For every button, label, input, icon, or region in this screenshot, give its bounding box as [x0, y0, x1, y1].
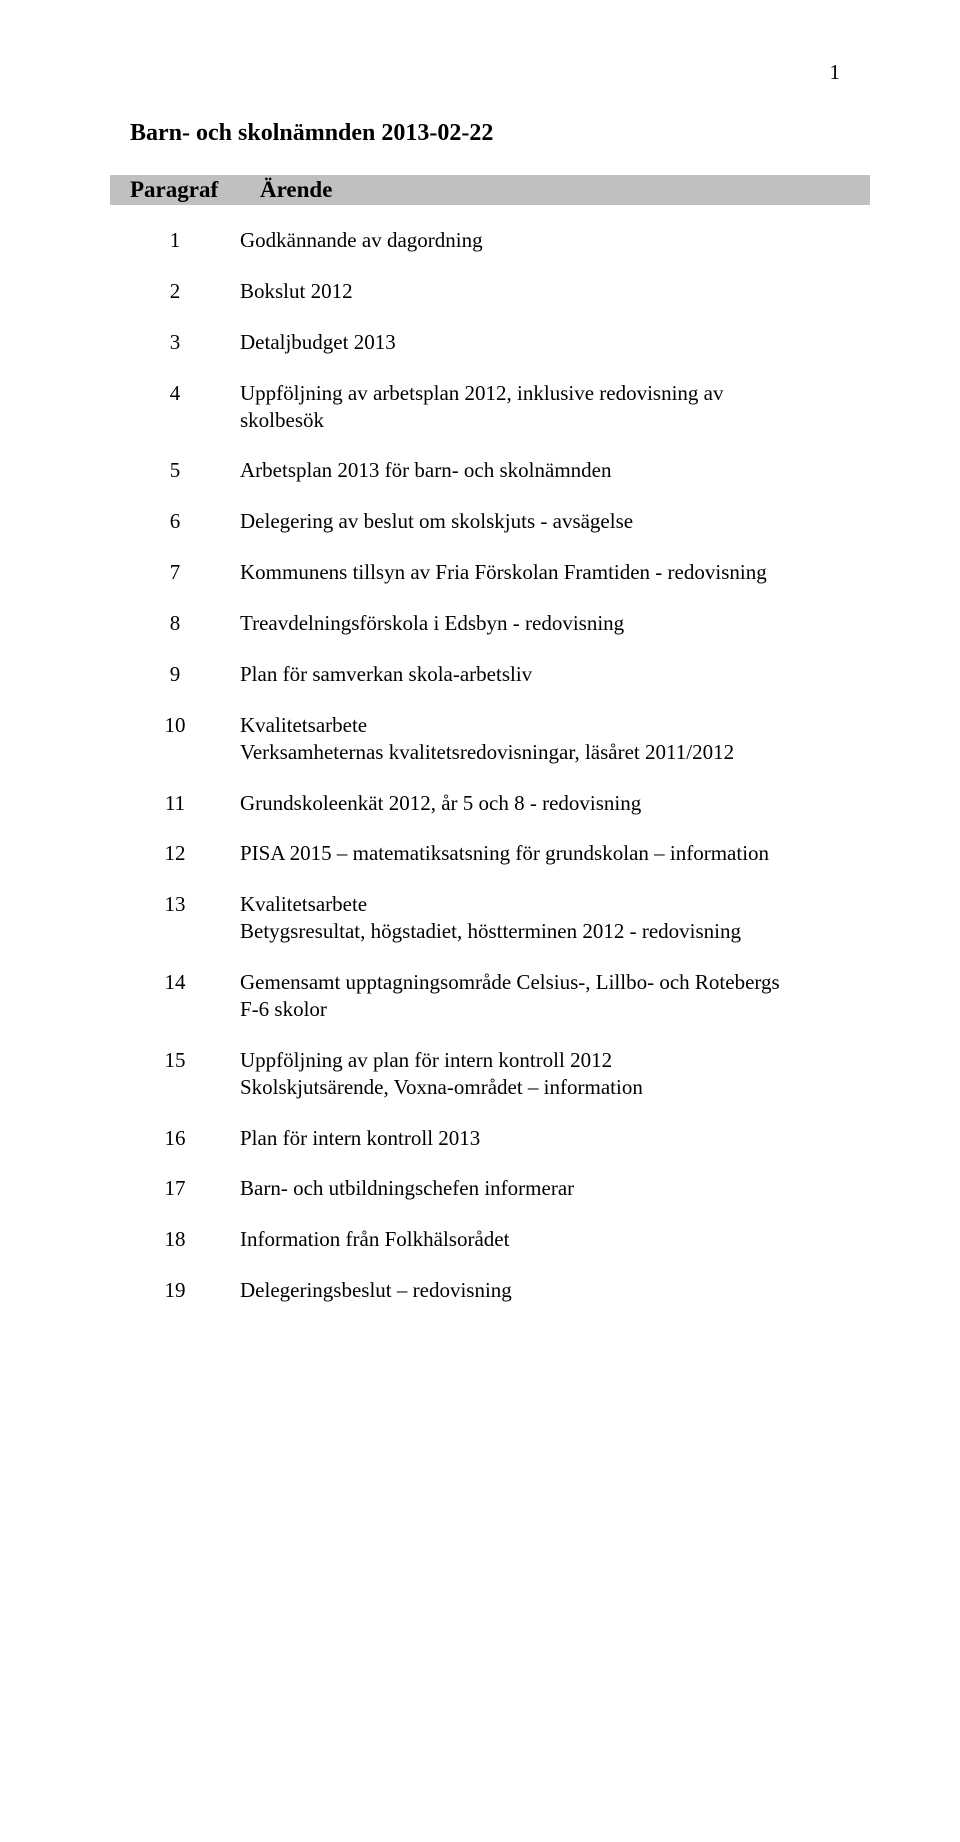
item-text: PISA 2015 – matematiksatsning för grunds…	[240, 840, 860, 867]
item-number: 13	[130, 891, 240, 945]
list-item: 1Godkännande av dagordning	[130, 227, 860, 254]
list-item: 2Bokslut 2012	[130, 278, 860, 305]
item-text: Detaljbudget 2013	[240, 329, 860, 356]
list-item: 8Treavdelningsförskola i Edsbyn - redovi…	[130, 610, 860, 637]
item-text-line: Betygsresultat, högstadiet, höstterminen…	[240, 918, 860, 945]
item-text: Gemensamt upptagningsområde Celsius-, Li…	[240, 969, 860, 1023]
list-item: 3Detaljbudget 2013	[130, 329, 860, 356]
item-text-line: F-6 skolor	[240, 996, 860, 1023]
item-number: 5	[130, 457, 240, 484]
list-item: 17Barn- och utbildningschefen informerar	[130, 1175, 860, 1202]
list-item: 12PISA 2015 – matematiksatsning för grun…	[130, 840, 860, 867]
item-number: 8	[130, 610, 240, 637]
item-text-line: Skolskjutsärende, Voxna-området – inform…	[240, 1074, 860, 1101]
item-number: 7	[130, 559, 240, 586]
item-text-line: Treavdelningsförskola i Edsbyn - redovis…	[240, 610, 860, 637]
item-text: KvalitetsarbeteVerksamheternas kvalitets…	[240, 712, 860, 766]
header-arende: Ärende	[260, 177, 870, 203]
item-text: Godkännande av dagordning	[240, 227, 860, 254]
item-number: 17	[130, 1175, 240, 1202]
item-text-line: Kvalitetsarbete	[240, 891, 860, 918]
item-number: 12	[130, 840, 240, 867]
document-page: 1 Barn- och skolnämnden 2013-02-22 Parag…	[0, 0, 960, 1842]
item-number: 4	[130, 380, 240, 434]
item-text-line: Arbetsplan 2013 för barn- och skolnämnde…	[240, 457, 860, 484]
item-text-line: Information från Folkhälsorådet	[240, 1226, 860, 1253]
item-text: KvalitetsarbeteBetygsresultat, högstadie…	[240, 891, 860, 945]
item-text-line: Delegeringsbeslut – redovisning	[240, 1277, 860, 1304]
item-text-line: skolbesök	[240, 407, 860, 434]
item-text-line: Bokslut 2012	[240, 278, 860, 305]
item-number: 6	[130, 508, 240, 535]
item-number: 16	[130, 1125, 240, 1152]
item-number: 9	[130, 661, 240, 688]
item-text-line: Kommunens tillsyn av Fria Förskolan Fram…	[240, 559, 860, 586]
item-number: 10	[130, 712, 240, 766]
item-text: Barn- och utbildningschefen informerar	[240, 1175, 860, 1202]
item-number: 15	[130, 1047, 240, 1101]
item-text-line: Uppföljning av arbetsplan 2012, inklusiv…	[240, 380, 860, 407]
document-title: Barn- och skolnämnden 2013-02-22	[130, 120, 860, 147]
item-text: Grundskoleenkät 2012, år 5 och 8 - redov…	[240, 790, 860, 817]
header-paragraf: Paragraf	[130, 177, 260, 203]
item-text-line: Grundskoleenkät 2012, år 5 och 8 - redov…	[240, 790, 860, 817]
item-number: 3	[130, 329, 240, 356]
item-text-line: Verksamheternas kvalitetsredovisningar, …	[240, 739, 860, 766]
item-text: Uppföljning av plan för intern kontroll …	[240, 1047, 860, 1101]
list-item: 5Arbetsplan 2013 för barn- och skolnämnd…	[130, 457, 860, 484]
item-number: 11	[130, 790, 240, 817]
list-item: 18Information från Folkhälsorådet	[130, 1226, 860, 1253]
item-number: 14	[130, 969, 240, 1023]
page-number: 1	[830, 60, 841, 85]
item-text-line: Uppföljning av plan för intern kontroll …	[240, 1047, 860, 1074]
list-item: 10KvalitetsarbeteVerksamheternas kvalite…	[130, 712, 860, 766]
list-item: 19Delegeringsbeslut – redovisning	[130, 1277, 860, 1304]
item-text-line: Detaljbudget 2013	[240, 329, 860, 356]
list-item: 16Plan för intern kontroll 2013	[130, 1125, 860, 1152]
item-text: Delegeringsbeslut – redovisning	[240, 1277, 860, 1304]
item-text: Kommunens tillsyn av Fria Förskolan Fram…	[240, 559, 860, 586]
item-text: Treavdelningsförskola i Edsbyn - redovis…	[240, 610, 860, 637]
item-text: Plan för intern kontroll 2013	[240, 1125, 860, 1152]
item-text: Arbetsplan 2013 för barn- och skolnämnde…	[240, 457, 860, 484]
list-item: 14Gemensamt upptagningsområde Celsius-, …	[130, 969, 860, 1023]
item-text: Delegering av beslut om skolskjuts - avs…	[240, 508, 860, 535]
item-number: 19	[130, 1277, 240, 1304]
list-item: 13KvalitetsarbeteBetygsresultat, högstad…	[130, 891, 860, 945]
item-text-line: Barn- och utbildningschefen informerar	[240, 1175, 860, 1202]
item-number: 18	[130, 1226, 240, 1253]
list-item: 15Uppföljning av plan för intern kontrol…	[130, 1047, 860, 1101]
table-header-row: Paragraf Ärende	[110, 175, 870, 205]
list-item: 11Grundskoleenkät 2012, år 5 och 8 - red…	[130, 790, 860, 817]
list-item: 4Uppföljning av arbetsplan 2012, inklusi…	[130, 380, 860, 434]
item-text-line: Delegering av beslut om skolskjuts - avs…	[240, 508, 860, 535]
item-text: Uppföljning av arbetsplan 2012, inklusiv…	[240, 380, 860, 434]
item-text-line: Plan för samverkan skola-arbetsliv	[240, 661, 860, 688]
item-text: Information från Folkhälsorådet	[240, 1226, 860, 1253]
item-text-line: Plan för intern kontroll 2013	[240, 1125, 860, 1152]
list-item: 6Delegering av beslut om skolskjuts - av…	[130, 508, 860, 535]
item-text-line: PISA 2015 – matematiksatsning för grunds…	[240, 840, 860, 867]
list-item: 7Kommunens tillsyn av Fria Förskolan Fra…	[130, 559, 860, 586]
item-text-line: Godkännande av dagordning	[240, 227, 860, 254]
items-list: 1Godkännande av dagordning2Bokslut 20123…	[130, 227, 860, 1304]
item-text-line: Gemensamt upptagningsområde Celsius-, Li…	[240, 969, 860, 996]
item-text-line: Kvalitetsarbete	[240, 712, 860, 739]
item-number: 1	[130, 227, 240, 254]
item-text: Bokslut 2012	[240, 278, 860, 305]
item-text: Plan för samverkan skola-arbetsliv	[240, 661, 860, 688]
list-item: 9Plan för samverkan skola-arbetsliv	[130, 661, 860, 688]
item-number: 2	[130, 278, 240, 305]
